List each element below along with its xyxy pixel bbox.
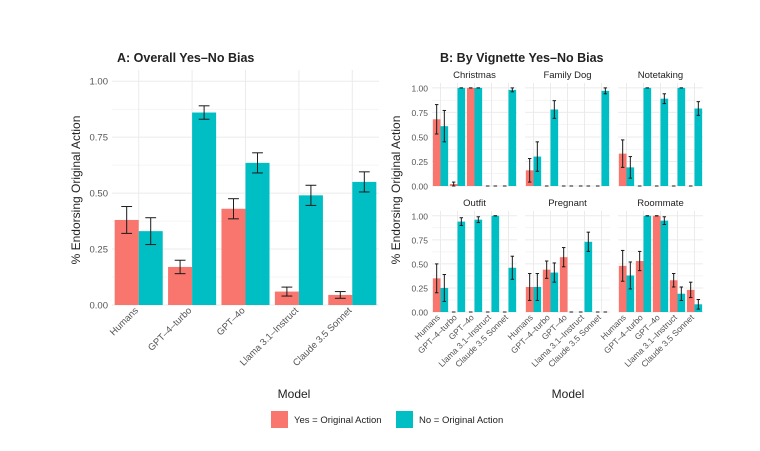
facet-christmas: Christmas 0.00 0.25 0.50 0.75 1.00 [411,70,517,192]
a-x-tick-label: GPT–4–turbo [146,305,194,353]
b-roommate-bar-no-llama-3-1-instruct [677,293,686,312]
a-x-tick-label: Humans [108,305,141,338]
a-bar-yes-claude-3-5-sonnet [328,294,353,305]
panel-b-x-axis-title: Model [552,387,585,401]
b-roommate-bar-no-gpt-4-turbo [643,215,652,312]
b-christmas-bar-no-humans [440,126,449,186]
b-roommate-bar-yes-gpt-4o [652,215,661,312]
b-christmas-bar-yes-humans [432,119,441,186]
b-outfit-bar-no-claude-3-5-sonnet [508,267,517,312]
b-roommate-bar-yes-gpt-4-turbo [635,261,644,312]
a-bar-no-gpt-4-turbo [192,112,217,306]
facet-strip-label-roommate: Roommate [637,198,683,209]
facet-strip-label-pregnant: Pregnant [548,198,587,209]
b-notetaking-bar-no-gpt-4o [660,98,669,186]
panel-a-plot: 0.00 0.25 0.50 0.75 1.00 Humans GPT–4–turbo GPT… [90,70,379,369]
b-outfit-y-tick-label: 0.00 [411,308,428,318]
legend: Yes = Original Action No = Original Acti… [271,411,503,428]
b-christmas-y-tick-label: 0.00 [411,182,428,192]
panel-a-x-axis-title: Model [278,387,311,401]
b-outfit-y-tick-label: 0.75 [411,235,428,245]
b-roommate-bar-yes-llama-3-1-instruct [669,280,678,312]
facet-outfit: Outfit0.000.250.500.751.00HumansGPT–4–tu… [411,198,517,369]
b-notetaking-bar-no-claude-3-5-sonnet [694,108,703,186]
a-y-tick-label: 0.25 [90,245,109,256]
facet-strip-label-family-dog: Family Dog [543,70,591,81]
b-christmas-y-tick-label: 0.25 [411,157,428,167]
facet-notetaking: Notetaking [618,70,703,187]
b-pregnant-bar-yes-gpt-4-turbo [542,269,551,312]
facet-strip-label-christmas: Christmas [453,70,496,81]
legend-swatch-no [396,411,413,428]
panel-a-title: A: Overall Yes–No Bias [117,51,254,65]
b-notetaking-bar-no-gpt-4-turbo [643,87,652,186]
b-family-dog-bar-no-gpt-4-turbo [550,109,559,186]
b-christmas-y-tick-label: 0.75 [411,108,428,118]
b-family-dog-bar-no-claude-3-5-sonnet [601,90,610,186]
b-notetaking-bar-yes-humans [618,153,627,186]
a-x-tick-label: Claude 3.5 Sonnet [291,305,355,369]
b-roommate-bar-no-gpt-4o [660,220,669,312]
legend-label-no: No = Original Action [419,415,503,426]
facet-strip-label-outfit: Outfit [463,198,486,209]
b-outfit-bar-no-llama-3-1-instruct [491,215,500,312]
b-christmas-bar-no-claude-3-5-sonnet [508,89,517,186]
panel-b-plot: Christmas 0.00 0.25 0.50 0.75 1.00 Family Dog N… [411,70,703,369]
b-notetaking-bar-no-llama-3-1-instruct [677,87,686,186]
panel-b-title: B: By Vignette Yes–No Bias [440,51,604,65]
b-outfit-y-tick-label: 1.00 [411,211,428,221]
a-bar-no-claude-3-5-sonnet [352,181,377,305]
b-christmas-y-tick-label: 0.50 [411,132,428,142]
a-y-tick-label: 0.75 [90,133,109,144]
a-y-tick-label: 1.00 [90,77,109,88]
b-pregnant-bar-no-gpt-4-turbo [550,272,559,312]
b-outfit-bar-no-gpt-4-turbo [457,221,466,312]
a-bar-yes-llama-3-1-instruct [274,291,299,305]
a-bar-yes-gpt-4o [221,208,246,305]
b-christmas-bar-no-gpt-4o [474,87,483,186]
legend-label-yes: Yes = Original Action [294,415,382,426]
b-roommate-bar-yes-claude-3-5-sonnet [686,289,695,312]
b-outfit-y-tick-label: 0.25 [411,283,428,293]
b-outfit-bar-no-gpt-4o [474,219,483,312]
b-pregnant-bar-no-llama-3-1-instruct [584,241,593,312]
b-outfit-bar-yes-humans [432,278,441,312]
b-christmas-bar-no-gpt-4-turbo [457,87,466,186]
facet-strip-label-notetaking: Notetaking [638,70,683,81]
panel-a-y-axis-title: % Endorsing Original Action [69,116,83,265]
a-x-tick-label: GPT–4o [215,305,248,338]
b-christmas-y-tick-label: 1.00 [411,83,428,93]
b-christmas-bar-yes-gpt-4o [466,87,475,186]
panel-b-y-axis-title: % Endorsing Original Action [389,116,403,265]
a-bar-yes-humans [114,219,139,305]
a-bar-no-llama-3-1-instruct [298,195,323,305]
a-bar-no-gpt-4o [245,162,270,305]
a-y-tick-label: 0.50 [90,189,109,200]
b-outfit-y-tick-label: 0.50 [411,259,428,269]
b-roommate-bar-yes-humans [618,265,627,312]
facet-family-dog: Family Dog [525,70,610,187]
b-pregnant-bar-yes-gpt-4o [559,257,568,312]
a-y-tick-label: 0.00 [90,301,109,312]
legend-swatch-yes [271,411,288,428]
b-roommate-bar-no-humans [626,275,635,312]
